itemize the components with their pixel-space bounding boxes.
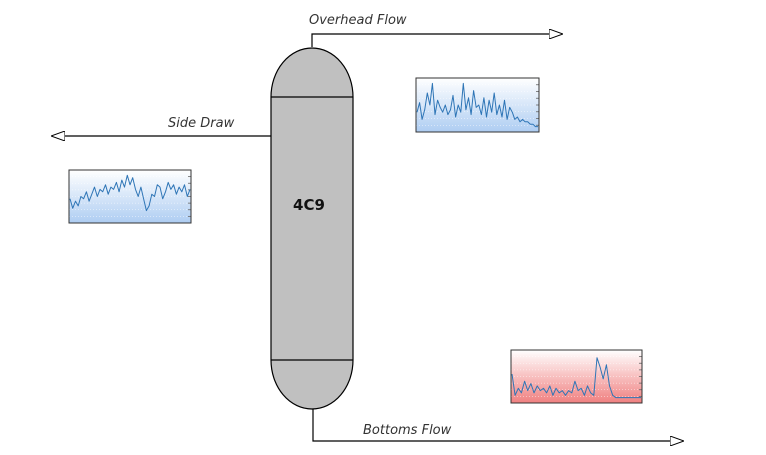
column-vessel	[270, 47, 354, 410]
overhead-flow-label: Overhead Flow	[309, 13, 407, 28]
bottoms-trend[interactable]	[510, 349, 643, 404]
bottoms-trend-line	[511, 357, 641, 399]
bottoms-trend-frame	[510, 349, 643, 404]
overhead-flow-line	[311, 34, 562, 47]
overhead-trend[interactable]	[415, 77, 540, 133]
side-draw-label: Side Draw	[168, 116, 235, 131]
overhead-trend-line	[416, 82, 538, 128]
side-draw-trend[interactable]	[68, 169, 192, 224]
distillation-column[interactable]: 4C9	[270, 47, 354, 410]
column-tag-label: 4C9	[293, 196, 325, 214]
overhead-trend-frame	[415, 77, 540, 133]
side-draw-trend-frame	[68, 169, 192, 224]
side-draw-trend-line	[69, 174, 191, 212]
bottoms-flow-line	[312, 408, 683, 441]
bottoms-flow-label: Bottoms Flow	[363, 423, 452, 438]
